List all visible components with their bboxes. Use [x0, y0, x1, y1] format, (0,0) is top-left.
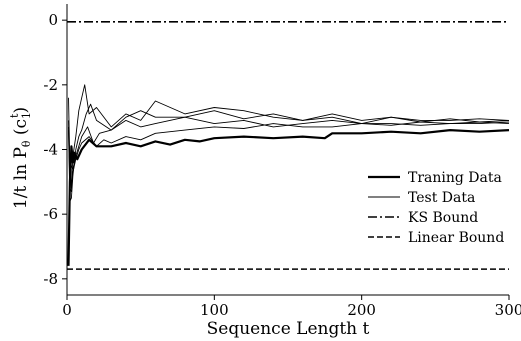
series-line-4: [68, 121, 510, 192]
y-tick-label: -2: [43, 76, 58, 94]
y-axis-label-superscript: t: [8, 113, 21, 118]
legend-label: KS Bound: [408, 210, 478, 226]
legend-label: Linear Bound: [408, 230, 504, 246]
x-tick-label: 200: [347, 301, 376, 319]
y-axis-label-paren-open: (c: [11, 119, 31, 141]
y-axis-label-subscript-2: 1: [20, 112, 33, 119]
series-line-2: [68, 103, 510, 202]
y-axis-label-main: 1/t ln P: [11, 147, 31, 209]
x-axis-label: Sequence Length t: [207, 319, 370, 339]
axis-labels: Sequence Length t 1/t ln Pθ (c1t): [8, 107, 370, 339]
series-line-1: [68, 84, 510, 189]
x-tick-label: 0: [62, 301, 72, 319]
series-layer: [67, 20, 510, 270]
y-tick-label: -6: [43, 205, 58, 223]
axes: 0 100 200 300 0 -2 -4 -6 -8: [43, 4, 521, 319]
legend: Traning Data Test Data KS Bound Linear Boun…: [368, 170, 504, 246]
y-tick-label: -8: [43, 270, 58, 288]
x-tick-label: 300: [495, 301, 521, 319]
y-tick-label: 0: [48, 11, 58, 29]
y-axis-label-paren-close: ): [11, 107, 31, 114]
series-line-3: [68, 116, 510, 180]
legend-label: Test Data: [408, 190, 475, 206]
y-axis-label: 1/t ln Pθ (c1t): [8, 107, 33, 209]
y-tick-label: -4: [43, 141, 58, 159]
x-tick-label: 100: [200, 301, 229, 319]
y-axis-label-subscript: θ: [20, 140, 33, 147]
legend-label: Traning Data: [408, 170, 502, 186]
